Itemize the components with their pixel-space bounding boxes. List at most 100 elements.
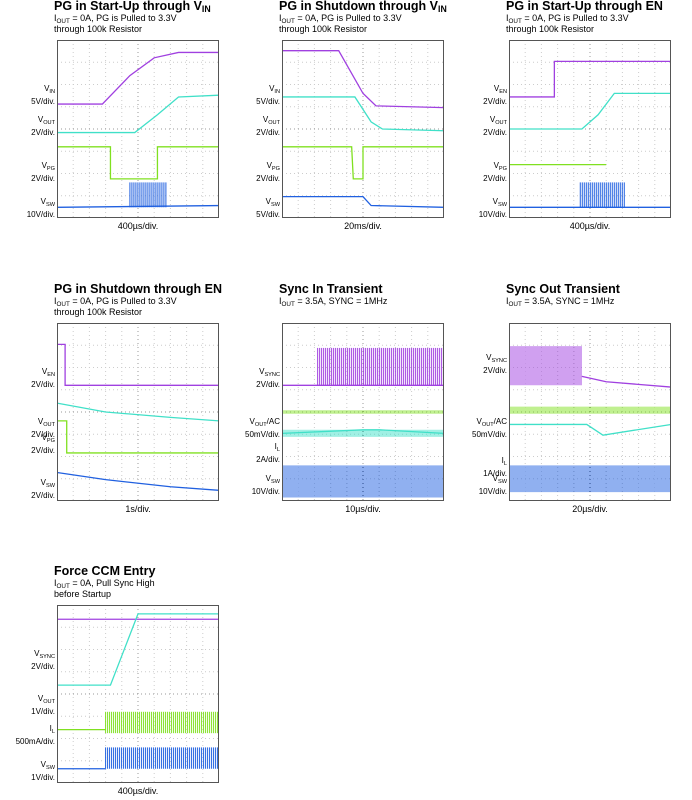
channel-label: VSW 2V/div.: [31, 478, 55, 500]
channel-scale: 10V/div.: [251, 487, 280, 497]
channel-label: IL 500mA/div.: [16, 724, 55, 746]
trace: [509, 60, 671, 98]
text-part: I: [49, 724, 52, 734]
channel-scale: 2V/div.: [483, 366, 507, 376]
text-part: V: [41, 433, 47, 443]
channel-scale: 10V/div.: [26, 209, 55, 219]
channel-label: IL 1A/div.: [483, 456, 507, 478]
channel-scale: 2V/div.: [483, 97, 507, 107]
text-part: V: [493, 84, 500, 94]
scope-border: [509, 323, 671, 501]
channel-name: VSW: [31, 478, 55, 491]
text-part: V: [493, 160, 499, 170]
time-scale: 20µs/div.: [572, 504, 608, 514]
trace: [57, 343, 219, 386]
text-part: PG: [498, 165, 507, 172]
text-part: PG in Start-Up through EN: [506, 0, 663, 13]
channel-scale: 2V/div.: [31, 662, 55, 672]
text-part: V: [476, 417, 482, 427]
text-part: I: [54, 13, 57, 23]
text-part: OUT: [508, 18, 522, 25]
text-part: I: [54, 296, 57, 306]
panel-title: Sync In Transient: [279, 282, 383, 296]
text-part: PG: [46, 438, 55, 445]
text-part: IN: [201, 4, 211, 14]
panel-title: Force CCM Entry: [54, 564, 155, 578]
text-part: through 100k Resistor: [279, 24, 368, 34]
channel-scale: 2A/div.: [256, 455, 280, 465]
channel-scale: 5V/div.: [31, 97, 55, 107]
text-part: I: [279, 13, 282, 23]
text-part: = 0A, PG is Pulled to 3.3V: [521, 13, 629, 23]
trace: [57, 471, 219, 491]
text-part: = 0A, PG is Pulled to 3.3V: [69, 296, 177, 306]
scope-border: [57, 323, 219, 501]
channel-name: VEN: [31, 367, 55, 380]
channel-name: VIN: [256, 84, 280, 97]
time-scale: 10µs/div.: [345, 504, 381, 514]
channel-label: VPG 2V/div.: [31, 433, 55, 455]
text-part: OUT: [56, 18, 70, 25]
channel-scale: 10V/div.: [478, 209, 507, 219]
text-part: through 100k Resistor: [54, 307, 143, 317]
text-part: OUT: [43, 698, 55, 705]
text-part: V: [492, 474, 498, 484]
channel-scale: 2V/div.: [31, 173, 55, 183]
panel-title: PG in Shutdown through EN: [54, 282, 222, 296]
panel-subtitle: through 100k Resistor: [279, 24, 367, 35]
text-part: V: [262, 114, 269, 124]
text-part: I: [501, 456, 504, 466]
time-scale: 20ms/div.: [344, 221, 382, 231]
time-scale: 400µs/div.: [117, 221, 159, 231]
scope-border: [57, 40, 219, 218]
text-part: V: [486, 353, 492, 363]
text-part: V: [37, 114, 44, 124]
channel-label: VSYNC 2V/div.: [483, 353, 507, 375]
channel-scale: 50mV/div.: [472, 430, 507, 440]
text-part: before Startup: [54, 589, 112, 599]
text-part: SW: [45, 201, 55, 208]
channel-name: VOUT/AC: [472, 417, 508, 430]
text-part: PG: [271, 165, 280, 172]
text-part: SW: [45, 764, 55, 771]
channel-label: VSYNC 2V/div.: [256, 367, 280, 389]
panel-title: PG in Start-Up through EN: [506, 0, 663, 13]
channel-scale: 2V/div.: [256, 380, 280, 390]
channel-name: VSW: [31, 760, 55, 773]
scope-border: [282, 323, 444, 501]
text-part: OUT: [508, 301, 522, 308]
text-part: I: [279, 296, 282, 306]
channel-name: VPG: [256, 161, 280, 174]
text-part: V: [37, 693, 44, 703]
channel-name: VPG: [31, 161, 55, 174]
text-part: V: [269, 84, 275, 94]
text-part: OUT: [268, 119, 280, 126]
text-part: V: [40, 759, 46, 769]
channel-name: VOUT: [31, 115, 55, 128]
scope-border: [282, 40, 444, 218]
channel-name: VOUT: [31, 694, 55, 707]
channel-scale: 2V/div.: [31, 380, 55, 390]
trace: [57, 94, 219, 134]
channel-name: VIN: [31, 84, 55, 97]
text-part: L: [503, 461, 507, 468]
channel-name: VOUT: [483, 115, 507, 128]
trace: [282, 429, 444, 435]
panel-title: PG in Start-Up through VIN: [54, 0, 211, 14]
text-part: V: [34, 649, 40, 659]
text-part: V: [44, 84, 50, 94]
trace: [57, 51, 219, 105]
channel-name: VSW: [479, 197, 507, 210]
text-part: PG in Start-Up through V: [54, 0, 202, 13]
channel-label: VEN 2V/div.: [483, 84, 507, 106]
text-part: = 0A, Pull Sync High: [69, 578, 155, 588]
channel-name: VSYNC: [483, 353, 507, 366]
channel-scale: 2V/div.: [483, 173, 507, 183]
text-part: SW: [497, 479, 507, 486]
panel-subtitle: through 100k Resistor: [54, 24, 142, 35]
channel-scale: 2V/div.: [31, 490, 55, 500]
text-part: OUT: [43, 422, 55, 429]
channel-label: VEN 2V/div.: [31, 367, 55, 389]
channel-name: VSYNC: [256, 367, 280, 380]
channel-scale: 5V/div.: [256, 209, 280, 219]
